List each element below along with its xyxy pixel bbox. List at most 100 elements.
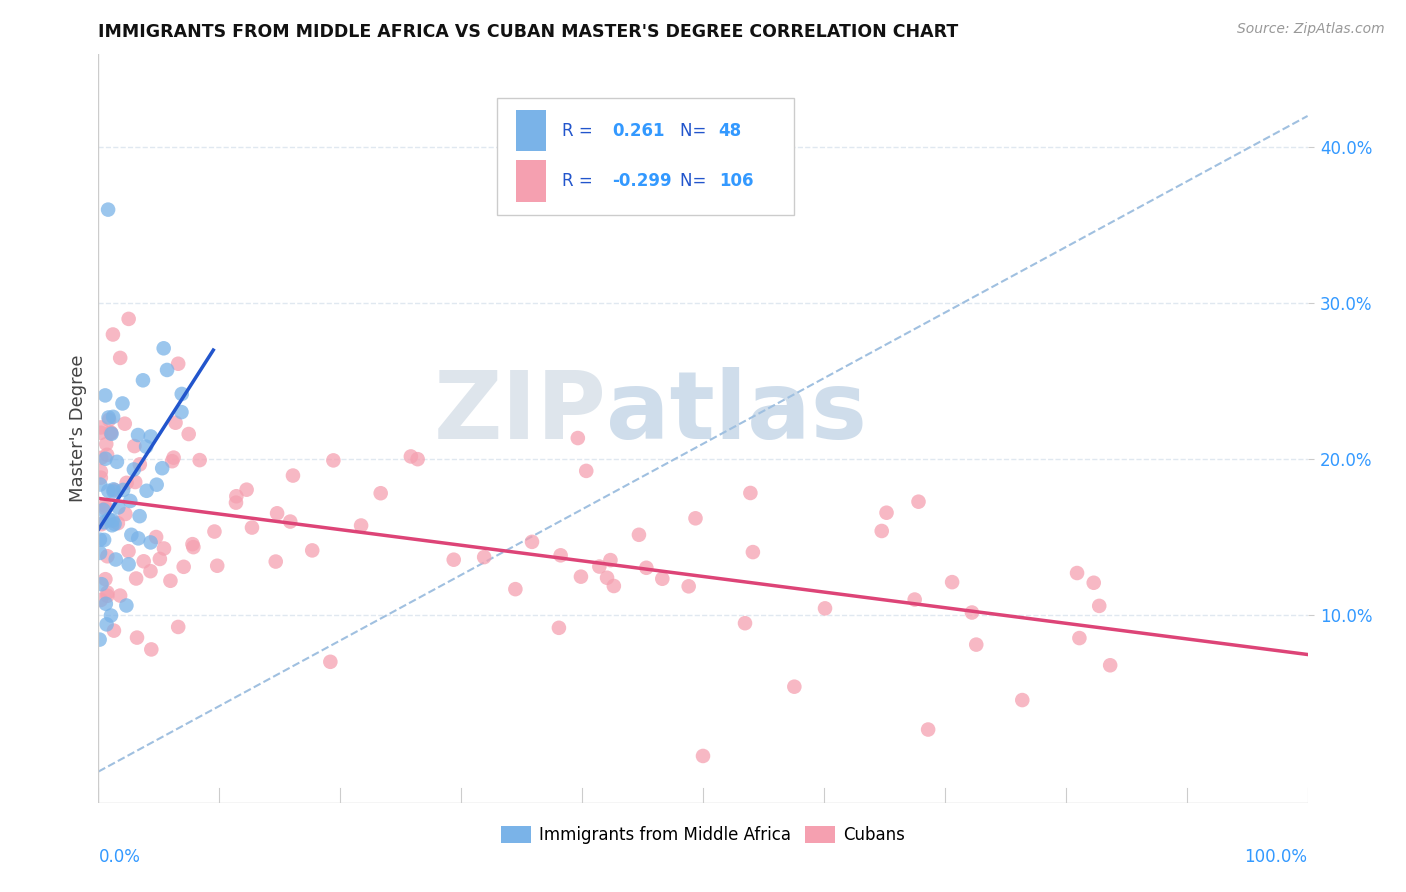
Point — [156, 363, 179, 377]
Point — [204, 524, 226, 539]
Point — [90, 420, 112, 434]
Text: R =: R = — [561, 121, 598, 140]
Point — [94, 388, 117, 402]
Point — [94, 572, 117, 586]
Point — [97, 202, 120, 217]
Bar — [516, 161, 546, 202]
Point — [235, 483, 257, 497]
Point — [1011, 693, 1033, 707]
Point — [135, 483, 157, 498]
Point — [96, 437, 118, 451]
Point — [152, 341, 174, 355]
Point — [103, 624, 125, 638]
Point — [100, 608, 122, 623]
FancyBboxPatch shape — [498, 98, 793, 215]
Text: N=: N= — [681, 172, 711, 190]
Point — [406, 452, 429, 467]
Point — [145, 477, 167, 491]
Point — [188, 453, 211, 467]
Point — [876, 506, 898, 520]
Point — [96, 585, 118, 599]
Point — [917, 723, 939, 737]
Point — [165, 416, 187, 430]
Point — [281, 468, 304, 483]
Point — [783, 680, 806, 694]
Point — [101, 409, 124, 424]
Point — [104, 552, 127, 566]
Point — [170, 405, 193, 419]
Point — [93, 516, 115, 530]
Point — [100, 425, 122, 440]
Point — [139, 564, 162, 578]
Text: 0.0%: 0.0% — [98, 847, 141, 866]
Point — [1099, 658, 1122, 673]
Point — [101, 518, 124, 533]
Point — [350, 518, 373, 533]
Point — [139, 535, 162, 549]
Point — [627, 528, 650, 542]
Bar — [516, 110, 546, 152]
Point — [108, 351, 131, 365]
Point — [162, 450, 184, 465]
Point — [651, 572, 673, 586]
Point — [90, 465, 112, 479]
Point — [692, 749, 714, 764]
Point — [319, 655, 342, 669]
Point — [96, 549, 118, 564]
Point — [181, 537, 204, 551]
Point — [120, 494, 142, 508]
Point — [870, 524, 893, 538]
Point — [205, 558, 228, 573]
Point — [107, 500, 129, 515]
Point — [960, 606, 983, 620]
Point — [596, 571, 619, 585]
Text: 0.261: 0.261 — [613, 121, 665, 140]
Point — [124, 475, 146, 489]
Point — [89, 546, 111, 560]
Point — [904, 592, 927, 607]
Point — [127, 428, 149, 442]
Point — [167, 357, 190, 371]
Point — [569, 569, 592, 583]
Point — [132, 554, 155, 568]
Point — [965, 638, 987, 652]
Y-axis label: Master's Degree: Master's Degree — [69, 354, 87, 502]
Text: atlas: atlas — [606, 368, 868, 459]
Point — [96, 617, 118, 632]
Point — [1088, 599, 1111, 613]
Point — [399, 450, 422, 464]
Point — [505, 582, 527, 596]
Text: -0.299: -0.299 — [613, 172, 672, 190]
Point — [127, 532, 149, 546]
Point — [167, 620, 190, 634]
Point — [90, 577, 112, 591]
Point — [588, 559, 610, 574]
Point — [115, 599, 138, 613]
Point — [93, 503, 115, 517]
Point — [139, 429, 162, 443]
Text: 100.0%: 100.0% — [1244, 847, 1308, 866]
Point — [100, 425, 122, 440]
Point — [264, 555, 287, 569]
Point — [266, 506, 288, 520]
Point — [89, 632, 111, 647]
Point — [114, 507, 136, 521]
Point — [636, 561, 658, 575]
Point — [814, 601, 837, 615]
Point — [225, 489, 247, 503]
Point — [734, 616, 756, 631]
Legend: Immigrants from Middle Africa, Cubans: Immigrants from Middle Africa, Cubans — [495, 819, 911, 851]
Point — [108, 589, 131, 603]
Point — [153, 541, 176, 556]
Point — [132, 373, 155, 387]
Point — [128, 458, 150, 472]
Point — [128, 509, 150, 524]
Point — [90, 517, 112, 532]
Point — [603, 579, 626, 593]
Point — [1083, 575, 1105, 590]
Text: IMMIGRANTS FROM MIDDLE AFRICA VS CUBAN MASTER'S DEGREE CORRELATION CHART: IMMIGRANTS FROM MIDDLE AFRICA VS CUBAN M… — [98, 23, 959, 41]
Point — [740, 486, 762, 500]
Point — [472, 550, 495, 565]
Point — [103, 483, 125, 497]
Point — [141, 642, 163, 657]
